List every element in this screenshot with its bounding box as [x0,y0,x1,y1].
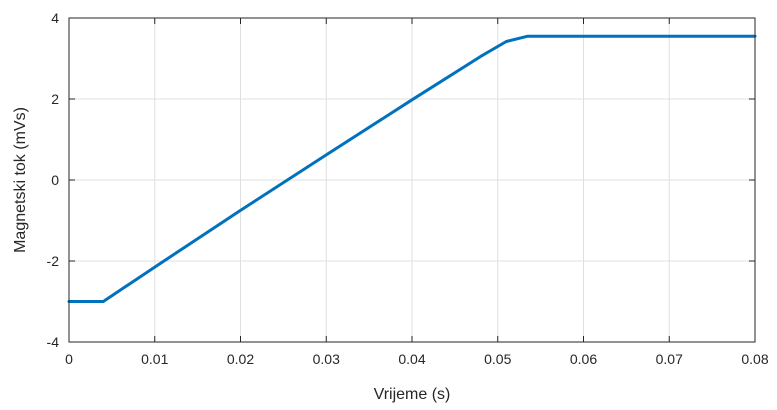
y-tick-label: -2 [47,253,60,269]
x-tick-label: 0.07 [656,351,683,367]
y-tick-label: 4 [51,10,59,26]
x-tick-label: 0.03 [313,351,340,367]
series-line [67,34,757,303]
x-axis-label: Vrijeme (s) [374,386,451,403]
x-tick-label: 0.01 [141,351,168,367]
x-tick-label: 0.06 [570,351,597,367]
y-tick-label: 0 [51,172,59,188]
y-tick-label: 2 [51,91,59,107]
series-group [67,34,757,303]
y-tick-label: -4 [47,334,60,350]
x-tick-label: 0.05 [484,351,511,367]
x-tick-label: 0.02 [227,351,254,367]
plot-frame [68,17,756,343]
y-tick-labels: -4 -2 0 2 4 [47,10,60,350]
x-tick-label: 0 [65,351,73,367]
y-axis-label: Magnetski tok (mVs) [12,107,29,253]
x-tick-label: 0.08 [741,351,768,367]
x-tick-label: 0.04 [398,351,425,367]
x-tick-labels: 0 0.01 0.02 0.03 0.04 0.05 0.06 0.07 0.08 [65,351,769,367]
